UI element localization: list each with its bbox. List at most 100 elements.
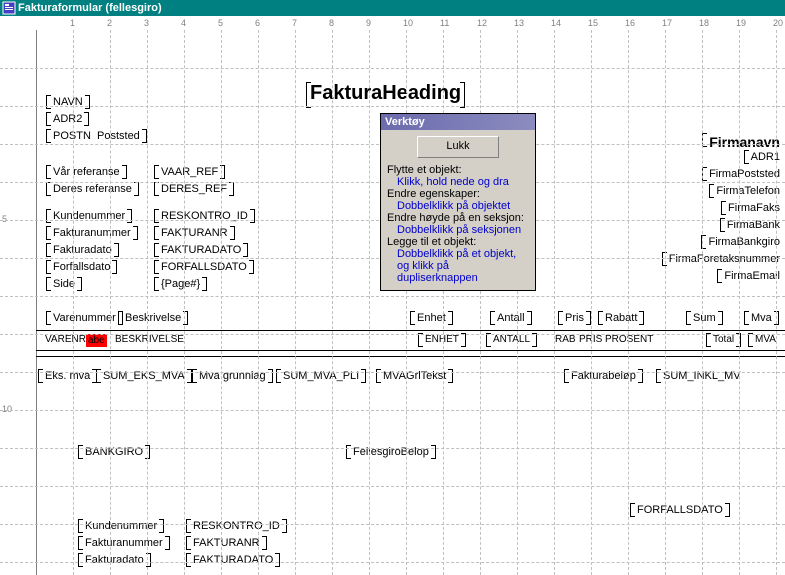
field-poststed[interactable]: Poststed [94, 130, 143, 142]
gridline-h [0, 562, 785, 563]
ruler-tick: 5 [218, 18, 223, 28]
gridline-h [0, 372, 785, 373]
close-button[interactable]: Lukk [417, 136, 499, 158]
firma-firmanavn[interactable]: Firmanavn [706, 134, 783, 150]
firma-firmafaks[interactable]: FirmaFaks [725, 202, 783, 214]
f-cap-fakturadato[interactable]: Fakturadato [82, 554, 147, 566]
val-page[interactable]: {Page#} [158, 278, 203, 290]
window-titlebar: Fakturaformular (fellesgiro) [0, 0, 785, 16]
detail-enhet[interactable]: ENHET [422, 334, 462, 345]
toolbox-help-heading: Endre høyde på en seksjon: [387, 212, 529, 224]
toolbox-help-link[interactable]: og klikk på dupliserknappen [387, 260, 529, 284]
toolbox-window[interactable]: Verktøy Lukk Flytte et objekt:Klikk, hol… [380, 113, 536, 291]
toolbox-help-link[interactable]: Dobbelklikk på objektet [387, 200, 529, 212]
toolbox-help-heading: Endre egenskaper: [387, 188, 529, 200]
colhead-sum[interactable]: Sum [690, 312, 719, 324]
gridline-v [369, 30, 370, 575]
gridline-v [332, 30, 333, 575]
toolbox-help-link[interactable]: Dobbelklikk på seksjonen [387, 224, 529, 236]
ruler-tick: 2 [107, 18, 112, 28]
detail-beskrivelse[interactable]: BESKRIVELSE [112, 334, 187, 345]
toolbox-help-heading: Flytte et objekt: [387, 164, 529, 176]
gridline-v [406, 30, 407, 575]
gridline-h [0, 410, 785, 411]
ruler-horizontal: 1234567891011121314151617181920 [0, 16, 785, 31]
detail-total[interactable]: Total [710, 334, 737, 345]
f-cap-fakturanummer[interactable]: Fakturanummer [82, 537, 166, 549]
f-val-fakturanr[interactable]: FAKTURANR [190, 537, 263, 549]
colhead-pris[interactable]: Pris [562, 312, 587, 324]
ruler-vmark: 10 [2, 404, 12, 414]
firma-adr1[interactable]: ADR1 [748, 151, 783, 163]
gridline-h [0, 486, 785, 487]
val-fakturanr[interactable]: FAKTURANR [158, 227, 231, 239]
colhead-varenummer[interactable]: Varenummer [50, 312, 119, 324]
gridline-h [0, 296, 785, 297]
ruler-tick: 13 [514, 18, 524, 28]
cap-fakturanummer[interactable]: Fakturanummer [50, 227, 134, 239]
gridline-v [258, 30, 259, 575]
toolbox-titlebar[interactable]: Verktøy [381, 114, 535, 130]
ruler-vmark: 5 [2, 214, 7, 224]
colhead-antall[interactable]: Antall [494, 312, 528, 324]
toolbox-help-heading: Legge til et objekt: [387, 236, 529, 248]
colhead-beskrivelse[interactable]: Beskrivelse [122, 312, 184, 324]
firma-firmabankgiro[interactable]: FirmaBankgiro [705, 236, 783, 248]
gridline-h [0, 68, 785, 69]
toolbox-help-link[interactable]: Dobbelklikk på et objekt, [387, 248, 529, 260]
colhead-mva[interactable]: Mva [748, 312, 775, 324]
footer-forfallsdato[interactable]: FORFALLSDATO [634, 504, 726, 516]
detail-rab[interactable]: RAB [552, 334, 579, 345]
val-vaar_ref[interactable]: VAAR_REF [158, 166, 221, 178]
field-adr2[interactable]: ADR2 [50, 113, 85, 125]
firma-firmatelefon[interactable]: FirmaTelefon [713, 185, 783, 197]
ruler-tick: 16 [625, 18, 635, 28]
f-val-reskontro_id[interactable]: RESKONTRO_ID [190, 520, 283, 532]
firma-firmaemail[interactable]: FirmaEmail [721, 270, 783, 282]
gridline-v [665, 30, 666, 575]
gridline-v [147, 30, 148, 575]
ruler-tick: 6 [255, 18, 260, 28]
firma-firmapoststed[interactable]: FirmaPoststed [706, 168, 783, 180]
section-divider-bottom [36, 350, 785, 351]
gridline-v [554, 30, 555, 575]
ruler-tick: 19 [736, 18, 746, 28]
cap-fakturadato[interactable]: Fakturadato [50, 244, 115, 256]
detail-red-label[interactable]: abe [86, 334, 107, 347]
val-fakturadato[interactable]: FAKTURADATO [158, 244, 244, 256]
gridline-v [221, 30, 222, 575]
ruler-tick: 15 [588, 18, 598, 28]
val-deres_ref[interactable]: DERES_REF [158, 183, 230, 195]
cap-deres-referanse[interactable]: Deres referanse [50, 183, 135, 195]
val-forfallsdato[interactable]: FORFALLSDATO [158, 261, 250, 273]
gridline-v [776, 30, 777, 575]
gridline-v [110, 30, 111, 575]
cap-forfallsdato[interactable]: Forfallsdato [50, 261, 113, 273]
detail-mva[interactable]: MVA [752, 334, 779, 345]
detail-antall[interactable]: ANTALL [490, 334, 533, 345]
gridline-v [517, 30, 518, 575]
colhead-rabatt[interactable]: Rabatt [602, 312, 640, 324]
ruler-tick: 11 [440, 18, 449, 28]
designer-surface[interactable]: FakturaHeading NAVNADR2 POSTN Poststed V… [0, 30, 785, 575]
detail-prosent[interactable]: PROSENT [602, 334, 656, 345]
gridline-h [0, 448, 785, 449]
f-val-fakturadato[interactable]: FAKTURADATO [190, 554, 276, 566]
field-postnr[interactable]: POSTN [50, 130, 94, 142]
gridline-v [73, 30, 74, 575]
firma-firmaforetaksnummer[interactable]: FirmaForetaksnummer [666, 253, 783, 265]
f-cap-kundenummer[interactable]: Kundenummer [82, 520, 160, 532]
toolbox-help-link[interactable]: Klikk, hold nede og dra [387, 176, 529, 188]
detail-varenr[interactable]: VARENR [42, 334, 89, 345]
ruler-tick: 12 [477, 18, 487, 28]
gridline-v [628, 30, 629, 575]
gridline-v [591, 30, 592, 575]
cap-vår-referanse[interactable]: Vår referanse [50, 166, 123, 178]
ruler-tick: 10 [403, 18, 413, 28]
page-left-edge [36, 30, 37, 575]
gridline-v [739, 30, 740, 575]
ruler-tick: 20 [773, 18, 783, 28]
section-divider-sums [36, 356, 785, 357]
ruler-tick: 9 [366, 18, 371, 28]
gridline-v [184, 30, 185, 575]
